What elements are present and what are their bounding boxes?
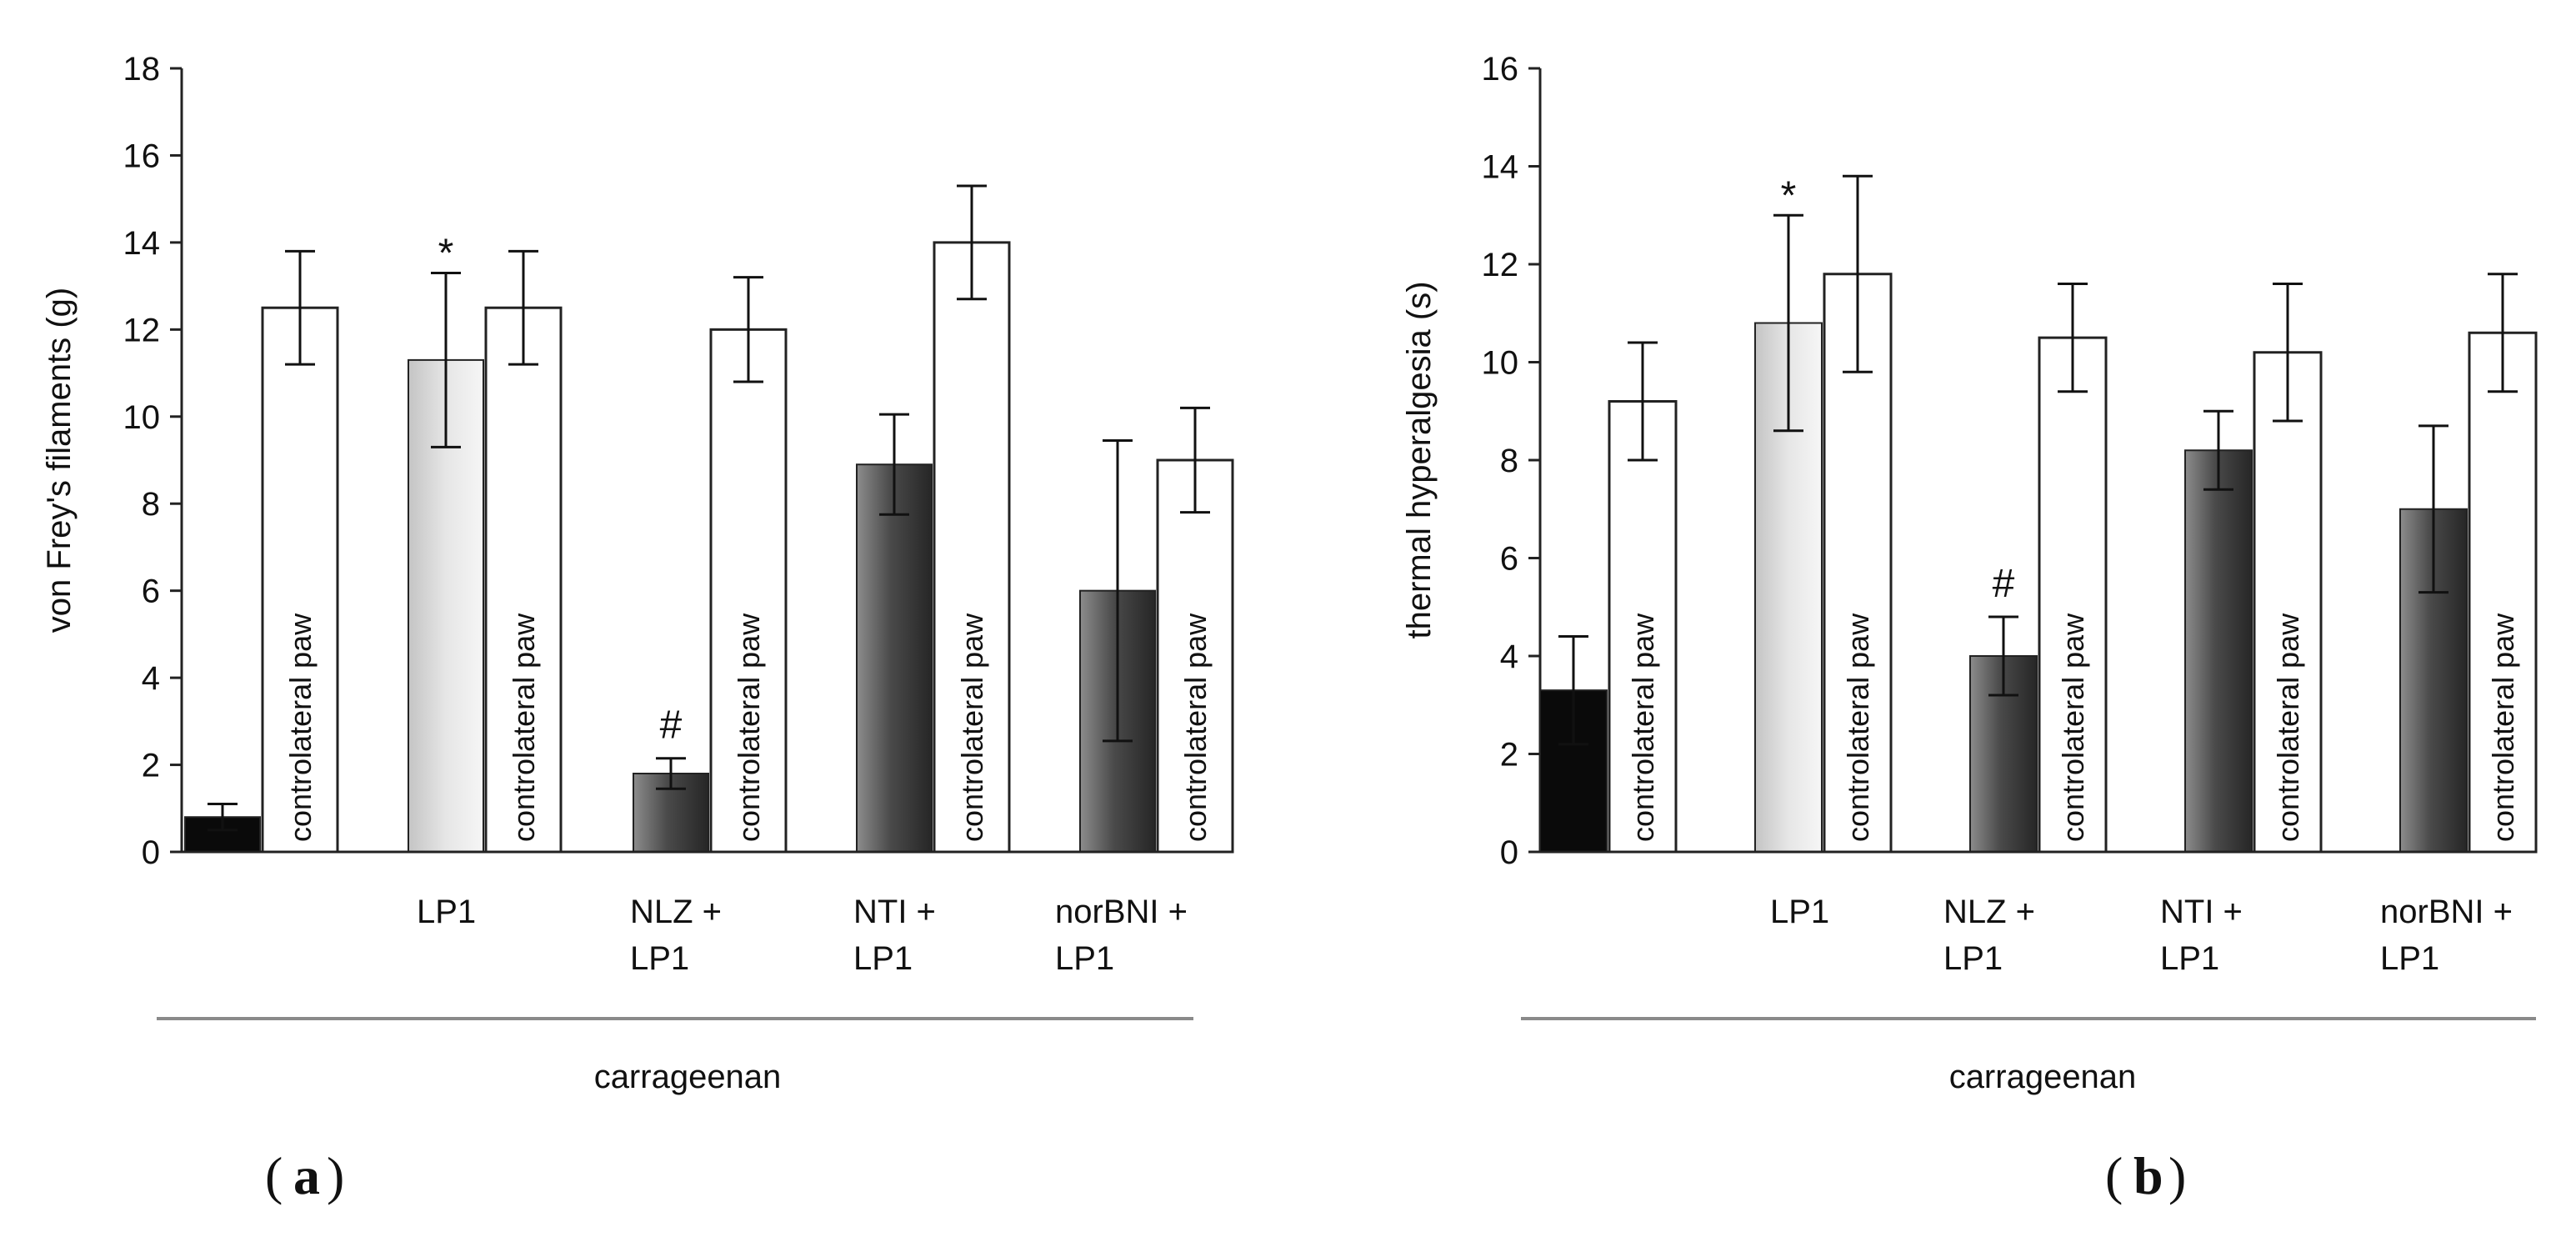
bar-label: controlateral paw xyxy=(2486,613,2520,842)
error-bar-treated xyxy=(1773,213,1803,433)
y-tick-label: 2 xyxy=(142,748,160,784)
category-label-line2: LP1 xyxy=(2160,940,2219,977)
y-tick-label: 14 xyxy=(1482,149,1519,186)
error-bar-treated xyxy=(1103,439,1133,743)
category-label-line2: LP1 xyxy=(1943,940,2003,977)
bar-controlateral xyxy=(2253,351,2323,854)
category-label-line1: norBNI + xyxy=(1055,894,1188,930)
bar-label: controlateral paw xyxy=(507,613,541,842)
y-tick-label: 4 xyxy=(1500,639,1518,675)
bar-label: controlateral paw xyxy=(1178,613,1213,842)
error-bar-controlateral xyxy=(2058,283,2088,393)
bar-label: controlateral paw xyxy=(1626,613,1660,842)
group-label: carrageenan xyxy=(1949,1059,2137,1095)
category-label-line1: NLZ + xyxy=(1943,894,2035,930)
error-bar-controlateral xyxy=(2488,273,2518,393)
bar-label: controlateral paw xyxy=(1841,613,1875,842)
error-bar-controlateral xyxy=(733,276,763,383)
error-bar-controlateral xyxy=(1180,406,1210,514)
category-label-line1: LP1 xyxy=(417,894,476,930)
significance-star: * xyxy=(438,231,454,275)
error-bar-treated xyxy=(1558,635,1588,746)
y-tick-label: 6 xyxy=(142,573,160,610)
bar-controlateral xyxy=(1156,458,1234,854)
bar-controlateral xyxy=(261,306,339,854)
y-axis-title: thermal hyperalgesia (s) xyxy=(1401,281,1438,639)
bar-label: controlateral paw xyxy=(2056,613,2090,842)
y-tick-label: 6 xyxy=(1500,541,1518,578)
category-label-line1: NTI + xyxy=(2160,894,2243,930)
error-bar-controlateral xyxy=(1628,341,1658,462)
error-bar-controlateral xyxy=(957,184,987,301)
bar-label: controlateral paw xyxy=(955,613,989,842)
y-tick-label: 16 xyxy=(123,138,161,174)
error-bar-controlateral xyxy=(1843,174,1873,373)
y-tick-label: 0 xyxy=(1500,834,1518,871)
group-label: carrageenan xyxy=(594,1059,782,1095)
panel-label-letter: a xyxy=(293,1146,320,1205)
category-label-line2: LP1 xyxy=(2380,940,2439,977)
bar-treated xyxy=(2399,508,2468,853)
bar-controlateral xyxy=(484,306,563,854)
category-label-line1: LP1 xyxy=(1770,894,1829,930)
bar-treated xyxy=(856,463,933,853)
y-axis-title: von Frey's filaments (g) xyxy=(41,288,78,633)
significance-hash: # xyxy=(660,704,683,748)
y-tick-label: 18 xyxy=(123,51,161,88)
error-bar-treated xyxy=(879,413,909,516)
category-label-line2: LP1 xyxy=(1055,940,1114,977)
error-bar-controlateral xyxy=(285,249,315,366)
category-label-line1: NLZ + xyxy=(630,894,722,930)
y-tick-label: 2 xyxy=(1500,737,1518,774)
chart-panel-a: 0 2 4 6 8 10 12 14 16 18 von Frey's filaments (g) c… xyxy=(41,51,1234,1205)
y-tick-label: 8 xyxy=(142,486,160,523)
error-bar-controlateral xyxy=(508,249,538,366)
bar-controlateral xyxy=(709,328,788,854)
error-bar-treated xyxy=(208,803,238,832)
y-tick-label: 12 xyxy=(1482,247,1519,283)
bar-label: controlateral paw xyxy=(732,613,766,842)
bar-treated xyxy=(2184,449,2253,853)
panel-label-letter: b xyxy=(2133,1146,2163,1205)
chart-panel-b: 0 2 4 6 8 10 12 14 16 thermal hyperalgesia (s) con… xyxy=(1401,51,2538,1205)
y-tick-label: 10 xyxy=(123,399,161,436)
bar-controlateral xyxy=(933,241,1011,854)
y-tick-label: 10 xyxy=(1482,345,1519,382)
y-tick-label: 14 xyxy=(123,225,161,262)
bar-label: controlateral paw xyxy=(283,613,318,842)
category-label-line2: LP1 xyxy=(853,940,913,977)
y-tick-label: 16 xyxy=(1482,51,1519,88)
error-bar-treated xyxy=(656,757,686,790)
significance-star: * xyxy=(1781,173,1797,218)
bar-controlateral xyxy=(2038,336,2108,854)
y-tick-label: 12 xyxy=(123,312,161,348)
significance-hash: # xyxy=(1993,562,2015,606)
bar-label: controlateral paw xyxy=(2271,613,2305,842)
panel-label-open-paren: ( xyxy=(2105,1146,2123,1205)
y-tick-label: 4 xyxy=(142,660,160,697)
panel-label-open-paren: ( xyxy=(265,1146,283,1205)
y-tick-label: 8 xyxy=(1500,443,1518,479)
y-tick-label: 0 xyxy=(142,834,160,871)
error-bar-treated xyxy=(2418,424,2448,594)
error-bar-treated xyxy=(2203,409,2233,491)
error-bar-treated xyxy=(1988,615,2018,697)
category-label-line1: norBNI + xyxy=(2380,894,2513,930)
category-label-line2: LP1 xyxy=(630,940,689,977)
category-label-line1: NTI + xyxy=(853,894,936,930)
error-bar-controlateral xyxy=(2273,283,2303,423)
error-bar-treated xyxy=(431,271,461,448)
panel-label-close-paren: ) xyxy=(327,1146,344,1205)
panel-label-close-paren: ) xyxy=(2168,1146,2186,1205)
